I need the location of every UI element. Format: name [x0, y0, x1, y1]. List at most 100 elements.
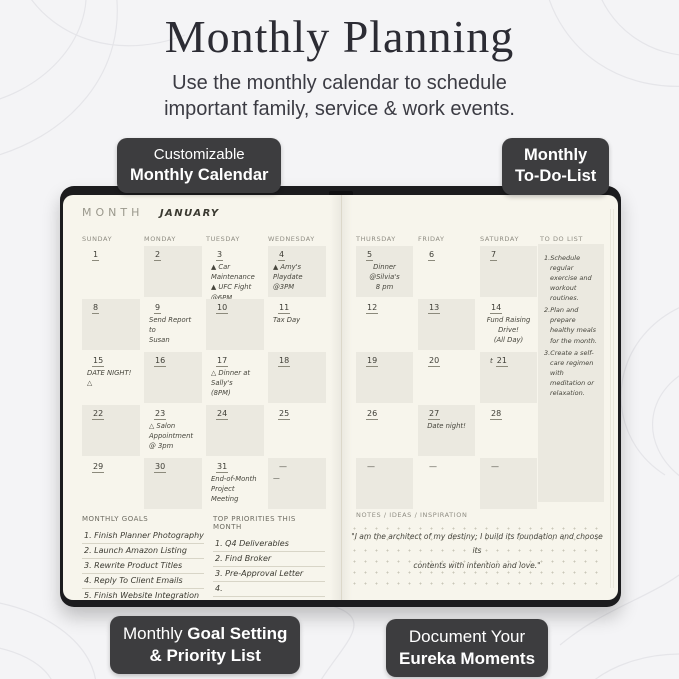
- handwritten-entry: Tax Day: [273, 316, 301, 324]
- badge-line: Customizable: [153, 146, 245, 163]
- pen-mark: t: [490, 357, 493, 365]
- cell-date: 15: [92, 356, 105, 367]
- calendar-cell: 16: [144, 352, 202, 403]
- handwritten-entry: —: [273, 475, 280, 483]
- calendar-cell: 20: [418, 352, 475, 403]
- handwritten-entry: Dinner @Silvia's 8 pm: [369, 263, 400, 292]
- page-edge-stack: [610, 209, 615, 588]
- badge-monthly-to-do-list: Monthly To-Do-List: [502, 138, 610, 195]
- cell-date: 24: [216, 409, 229, 420]
- goal-item: 1. Finish Planner Photography: [82, 529, 204, 544]
- handwritten-entry: ▲ Car Maintenance ▲ UFC Fight @6PM: [211, 263, 255, 302]
- cell-date: 1: [92, 250, 100, 261]
- cell-date: 28: [490, 409, 503, 420]
- badge-line: Monthly: [524, 146, 588, 164]
- calendar-cell: 8: [82, 299, 140, 350]
- cell-date: 5: [366, 250, 374, 261]
- day-headers-right: THURSDAY FRIDAY SATURDAY: [356, 235, 537, 243]
- cell-date: —: [367, 462, 375, 471]
- cell-date: 10: [216, 303, 229, 314]
- cell-date: 22: [92, 409, 105, 420]
- calendar-cell: 29: [82, 458, 140, 509]
- cell-date: 11: [278, 303, 291, 314]
- calendar-cell: 31 End-of-Month Project Meeting: [206, 458, 264, 509]
- cover-notch: [328, 191, 353, 197]
- badge-line: Eureka Moments: [399, 649, 536, 669]
- calendar-cell: t 21: [480, 352, 537, 403]
- calendar-cell: —: [480, 458, 537, 509]
- badge-customizable-monthly-calendar: Customizable Monthly Calendar: [117, 138, 282, 193]
- badge-document-eureka-moments: Document Your Eureka Moments: [386, 619, 549, 678]
- calendar-cell: 14 Fund Raising Drive! (All Day): [480, 299, 537, 350]
- cell-date: —: [491, 462, 499, 471]
- day-header: THURSDAY: [356, 235, 396, 243]
- calendar-cell: 9 Send Report to Susan: [144, 299, 202, 350]
- handwritten-entry: △ Dinner at Sally's (8PM): [211, 369, 251, 398]
- cell-date: 16: [154, 356, 167, 367]
- calendar-cell: 28: [480, 405, 537, 456]
- todo-list-header: TO DO LIST: [540, 235, 583, 243]
- calendar-cell: 22: [82, 405, 140, 456]
- day-header: SUNDAY: [82, 235, 113, 243]
- priority-item: 5.: [213, 597, 325, 601]
- month-value-handwritten: JANUARY: [159, 208, 220, 219]
- calendar-cell: 12: [356, 299, 413, 350]
- cell-date: —: [279, 462, 287, 471]
- calendar-cell: 1: [82, 246, 140, 297]
- cell-date: 8: [92, 303, 100, 314]
- priority-item: 3. Pre-Approval Letter: [213, 567, 325, 582]
- right-page: THURSDAY FRIDAY SATURDAY TO DO LIST 5 Dinn…: [341, 195, 618, 600]
- calendar-cell: 26: [356, 405, 413, 456]
- month-label: MONTH: [82, 206, 144, 219]
- calendar-cell: 17 △ Dinner at Sally's (8PM): [206, 352, 264, 403]
- badge-line: To-Do-List: [515, 167, 597, 186]
- cell-date: 6: [428, 250, 436, 261]
- cell-date: 26: [366, 409, 379, 420]
- cell-date: 13: [428, 303, 441, 314]
- section-header: TOP PRIORITIES THIS MONTH: [213, 515, 296, 531]
- cell-date: t 21: [490, 356, 508, 367]
- calendar-cell: — —: [268, 458, 326, 509]
- badge-line: Monthly Calendar: [130, 165, 269, 184]
- goals-list: 1. Finish Planner Photography 2. Launch A…: [82, 529, 204, 600]
- calendar-cell: —: [418, 458, 475, 509]
- handwritten-quote: "I am the architect of my destiny; I bui…: [349, 523, 605, 573]
- subtitle-line-1: Use the monthly calendar to schedule: [172, 72, 507, 94]
- cell-date: 18: [278, 356, 291, 367]
- calendar-cell: 30: [144, 458, 202, 509]
- notes-header: NOTES / IDEAS / INSPIRATION: [356, 511, 468, 519]
- quote-line-2: contents with intention and love.": [413, 560, 541, 570]
- badge-line: Document Your: [408, 627, 526, 646]
- todo-item: 1.Schedule regular exercise and workout …: [544, 254, 592, 303]
- planner-pages: MONTH JANUARY SUNDAY MONDAY TUESDAY WEDNESD…: [63, 195, 618, 600]
- goal-item: 2. Launch Amazon Listing: [82, 544, 204, 559]
- notes-dotted-area: "I am the architect of my destiny; I bui…: [349, 523, 605, 593]
- calendar-cell: 13: [418, 299, 475, 350]
- cell-date: 30: [154, 462, 167, 473]
- cell-date: 17: [216, 356, 229, 367]
- cell-date: 12: [366, 303, 379, 314]
- todo-list-box: 1.Schedule regular exercise and workout …: [538, 244, 604, 502]
- calendar-cell: 7: [480, 246, 537, 297]
- section-header: MONTHLY GOALS: [82, 515, 149, 523]
- calendar-cell: 3 ▲ Car Maintenance ▲ UFC Fight @6PM: [206, 246, 264, 302]
- monthly-goals-section: MONTHLY GOALS 1. Finish Planner Photogra…: [82, 515, 204, 600]
- handwritten-entry: Date night!: [427, 422, 466, 430]
- cell-date: 3: [216, 250, 224, 261]
- cell-date: 31: [216, 462, 229, 473]
- badge-line: & Priority List: [149, 646, 261, 666]
- calendar-cell: 23 △ Salon Appointment @ 3pm: [144, 405, 202, 456]
- cell-date: 23: [154, 409, 167, 420]
- cell-date: 20: [428, 356, 441, 367]
- cell-date: 2: [154, 250, 162, 261]
- handwritten-entry: ▲ Amy's Playdate @3PM: [273, 263, 303, 292]
- cell-date: 19: [366, 356, 379, 367]
- todo-item: 2.Plan and prepare healthy meals for the…: [544, 306, 597, 345]
- cell-date: 9: [154, 303, 162, 314]
- calendar-grid-left: 1 2 3 ▲ Car Maintenance ▲ UFC Fight @6PM: [82, 246, 326, 509]
- handwritten-entry: Fund Raising Drive! (All Day): [486, 316, 531, 345]
- goal-item: 4. Reply To Client Emails: [82, 574, 204, 589]
- handwritten-entry: DATE NIGHT! △: [87, 369, 132, 388]
- cell-date: 14: [490, 303, 503, 314]
- cell-date: 27: [428, 409, 441, 420]
